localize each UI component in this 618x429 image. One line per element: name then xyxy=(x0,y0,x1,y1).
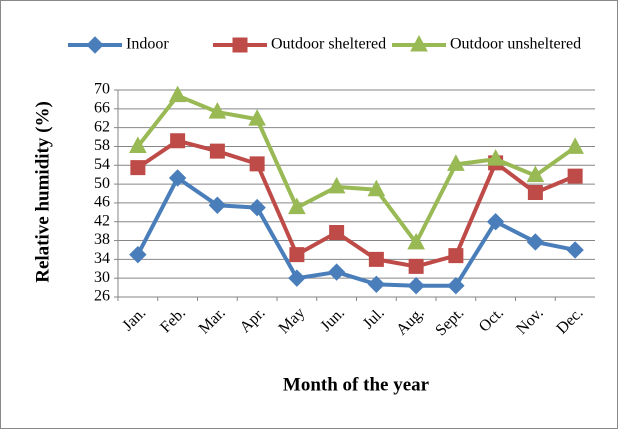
data-marker xyxy=(288,197,306,215)
y-tick-label: 46 xyxy=(94,194,110,211)
y-tick-label: 62 xyxy=(94,118,110,135)
data-marker xyxy=(129,245,147,264)
data-marker xyxy=(486,149,505,166)
data-marker xyxy=(168,85,187,103)
data-marker xyxy=(209,143,225,159)
data-marker xyxy=(367,275,386,294)
data-marker xyxy=(329,225,345,241)
data-marker xyxy=(566,241,584,259)
y-tick-label: 54 xyxy=(94,156,110,173)
data-marker xyxy=(327,263,346,281)
legend-marker xyxy=(232,37,248,53)
legend-marker xyxy=(86,36,104,54)
y-tick-label: 66 xyxy=(94,99,110,116)
data-marker xyxy=(567,168,583,184)
data-marker xyxy=(288,269,306,287)
y-tick-label: 42 xyxy=(94,212,110,229)
data-marker xyxy=(367,179,386,197)
data-marker xyxy=(208,102,227,119)
data-marker xyxy=(130,160,146,176)
x-axis-title: Month of the year xyxy=(283,374,430,395)
data-marker xyxy=(448,248,464,264)
data-marker xyxy=(248,198,266,217)
data-marker xyxy=(249,156,265,172)
y-tick-label: 70 xyxy=(94,81,110,98)
data-marker xyxy=(486,213,505,231)
legend-label: Outdoor sheltered xyxy=(271,36,386,53)
data-marker xyxy=(168,169,187,187)
data-marker xyxy=(527,185,543,201)
legend-marker xyxy=(410,34,428,52)
y-tick-label: 26 xyxy=(94,288,110,305)
data-marker xyxy=(327,176,346,194)
legend-label: Outdoor unsheltered xyxy=(450,36,581,53)
data-marker xyxy=(407,232,425,250)
data-marker xyxy=(368,251,384,267)
data-marker xyxy=(408,258,424,274)
y-tick-label: 30 xyxy=(94,269,110,286)
data-marker xyxy=(566,137,584,154)
legend-label: Indoor xyxy=(126,36,169,53)
y-tick-label: 34 xyxy=(94,250,110,267)
y-tick-label: 50 xyxy=(94,175,110,192)
data-marker xyxy=(526,233,545,251)
data-marker xyxy=(526,165,545,183)
y-axis-title: Relative humidity (%) xyxy=(32,101,53,283)
data-marker xyxy=(170,133,186,149)
data-marker xyxy=(129,136,147,153)
data-marker xyxy=(289,247,305,263)
data-marker xyxy=(447,277,465,295)
data-marker xyxy=(208,196,227,214)
data-marker xyxy=(447,154,465,171)
y-tick-label: 58 xyxy=(94,137,110,154)
y-tick-label: 38 xyxy=(94,231,110,248)
data-marker xyxy=(248,109,266,126)
series-line xyxy=(136,175,576,288)
data-marker xyxy=(407,277,425,295)
